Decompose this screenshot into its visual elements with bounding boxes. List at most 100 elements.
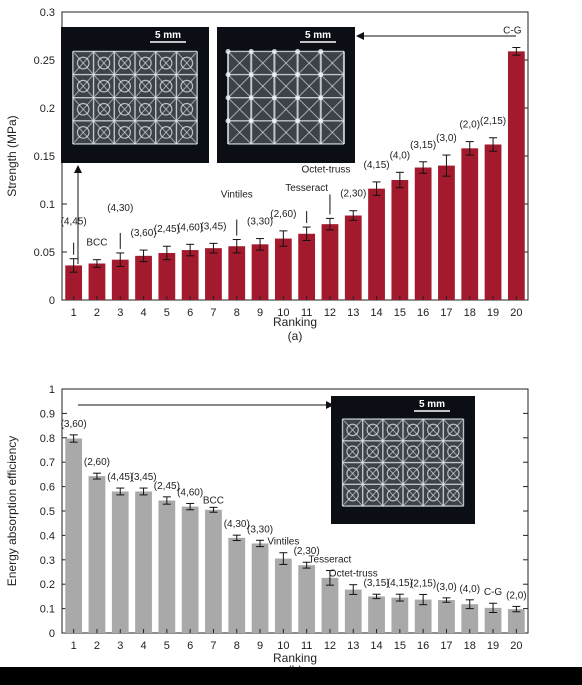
annotation-label: (2,0) — [459, 120, 480, 131]
lattice-node — [406, 467, 420, 480]
annotation-label: (3,15) — [410, 140, 436, 151]
y-axis-title: Strength (MPa) — [5, 115, 19, 196]
y-tick-label: 0.3 — [40, 555, 55, 567]
lattice-strut — [113, 74, 136, 99]
lattice-node — [295, 48, 301, 54]
annotation-label: (4,0) — [459, 584, 480, 595]
y-tick-label: 0.5 — [40, 506, 55, 518]
bar — [205, 248, 222, 300]
y-tick-label: 0.3 — [40, 7, 55, 19]
annotation-label: (3,30) — [247, 524, 273, 535]
lattice-node — [159, 102, 173, 116]
annotation-label: (4,0) — [390, 150, 411, 161]
bar — [111, 491, 129, 633]
lattice-node — [318, 48, 324, 54]
lattice-strut — [93, 51, 115, 75]
x-tick-label: 1 — [71, 640, 77, 652]
lattice-strut — [402, 418, 424, 442]
y-tick-label: 0.7 — [40, 457, 55, 469]
bar — [507, 51, 525, 300]
x-tick-label: 11 — [301, 307, 312, 319]
annotation-label: (3,45) — [200, 221, 226, 232]
lattice-node — [346, 467, 359, 480]
lattice-node — [366, 445, 380, 458]
annotation-label: (3,45) — [130, 472, 156, 483]
bar — [158, 252, 176, 300]
annotation-label: (2,0) — [506, 590, 527, 601]
x-tick-label: 6 — [187, 307, 193, 319]
y-tick-label: 0.15 — [34, 151, 55, 163]
lattice-strut — [297, 97, 322, 122]
bar — [321, 224, 339, 300]
lattice-strut — [134, 120, 157, 145]
lattice-strut — [113, 51, 136, 75]
lattice-strut — [72, 120, 94, 145]
lattice-strut — [382, 440, 404, 463]
x-tick-label: 14 — [370, 640, 382, 652]
panel-b-energy-chart: 00.10.20.30.40.50.60.70.80.911 2 3 4 5 6 7 8 9 10… — [5, 384, 529, 677]
lattice-node — [318, 72, 324, 78]
lattice-strut — [250, 51, 275, 75]
lattice-strut — [320, 120, 345, 145]
bar — [135, 255, 152, 300]
lattice-strut — [134, 97, 157, 122]
annotation-label: BCC — [203, 495, 224, 506]
lattice-node — [138, 79, 152, 93]
y-tick-label: 0.6 — [40, 482, 55, 494]
lattice-node — [386, 445, 400, 458]
lattice-strut — [227, 120, 252, 145]
lattice-node — [159, 79, 173, 93]
x-tick-label: 7 — [210, 307, 216, 319]
y-tick-label: 0.25 — [34, 55, 55, 67]
annotation-label: (2,15) — [410, 578, 436, 589]
bar — [461, 604, 479, 633]
x-tick-label: 8 — [234, 640, 240, 652]
x-tick-label: 3 — [117, 307, 123, 319]
annotation-label: (2,60) — [84, 457, 110, 468]
lattice-strut — [382, 462, 404, 485]
bar — [368, 188, 385, 300]
annotation-label: (2,30) — [340, 189, 366, 200]
y-tick-label: 0.1 — [40, 604, 55, 616]
lattice-strut — [176, 74, 198, 99]
x-tick-label: 6 — [187, 640, 193, 652]
lattice-node — [346, 423, 359, 437]
y-tick-label: 0.8 — [40, 433, 55, 445]
lattice-node — [225, 48, 231, 54]
lattice-strut — [402, 462, 424, 485]
lattice-node — [318, 118, 324, 124]
bar — [88, 476, 106, 633]
annotation-label: (4,30) — [224, 519, 250, 530]
lattice-strut — [320, 97, 345, 122]
lattice-node — [366, 488, 380, 502]
lattice-node — [346, 445, 359, 458]
lattice-strut — [134, 51, 157, 75]
bar — [344, 589, 362, 633]
lattice-node — [447, 423, 460, 437]
lattice-node — [271, 118, 277, 124]
bar — [414, 167, 432, 300]
lattice-strut — [442, 462, 464, 485]
bar — [391, 180, 409, 300]
lattice-node — [180, 56, 194, 70]
lattice-strut — [342, 440, 364, 463]
bar — [321, 577, 339, 633]
bar — [298, 233, 316, 300]
annotation-label: (2,15) — [480, 116, 506, 127]
bar — [274, 238, 292, 300]
lattice-strut — [72, 51, 94, 75]
annotation-label: Tesseract — [309, 555, 352, 566]
lattice-strut — [297, 51, 322, 75]
lattice-strut — [422, 483, 444, 507]
x-tick-label: 12 — [324, 640, 336, 652]
lattice-node — [447, 488, 460, 502]
bar — [344, 215, 362, 300]
annotation-label: C-G — [503, 26, 522, 37]
x-tick-label: 15 — [394, 640, 406, 652]
panel-a-strength-chart: 00.050.10.150.20.250.31 2 3 4 5 6 7 8 9 10 11 12 13 1… — [5, 7, 529, 343]
annotation-label: (2,30) — [294, 546, 320, 557]
inset-photo — [331, 396, 475, 524]
bar — [484, 144, 502, 300]
annotation-label: (4,15) — [387, 578, 413, 589]
bar — [274, 558, 292, 633]
